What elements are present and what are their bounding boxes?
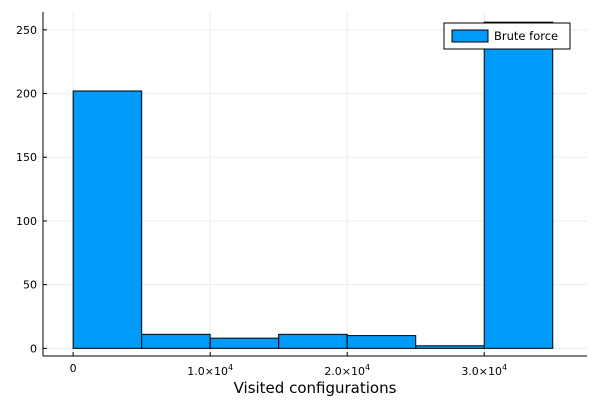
legend-label: Brute force xyxy=(494,29,558,43)
histogram-bar-4 xyxy=(346,335,417,349)
x-tick-label-1: 1.0×104 xyxy=(187,363,233,378)
y-tick-label-4: 200 xyxy=(16,88,37,101)
histogram-bar-3 xyxy=(278,333,348,349)
y-tick-label-5: 250 xyxy=(16,24,37,37)
histogram-bar-6 xyxy=(483,21,554,349)
x-tick-label-2: 2.0×104 xyxy=(324,363,370,378)
histogram-bar-0 xyxy=(72,90,143,349)
x-tick-label-3: 3.0×104 xyxy=(461,363,507,378)
x-axis-title: Visited configurations xyxy=(234,379,397,397)
y-tick-label-0: 0 xyxy=(30,342,37,355)
legend: Brute force xyxy=(443,22,571,50)
legend-swatch xyxy=(451,29,489,43)
y-tick-label-1: 50 xyxy=(23,279,37,292)
histogram-bar-1 xyxy=(141,333,211,349)
axes xyxy=(42,12,587,357)
histogram-bar-5 xyxy=(415,345,485,349)
histogram-bar-2 xyxy=(209,337,280,349)
x-tick-label-0: 0 xyxy=(70,362,77,375)
y-tick-label-3: 150 xyxy=(16,151,37,164)
histogram-bars xyxy=(72,21,554,349)
tick-labels: 0 50 100 150 200 250 0 1.0×104 2.0×104 3.0×104 xyxy=(16,24,507,378)
y-tick-label-2: 100 xyxy=(16,215,37,228)
